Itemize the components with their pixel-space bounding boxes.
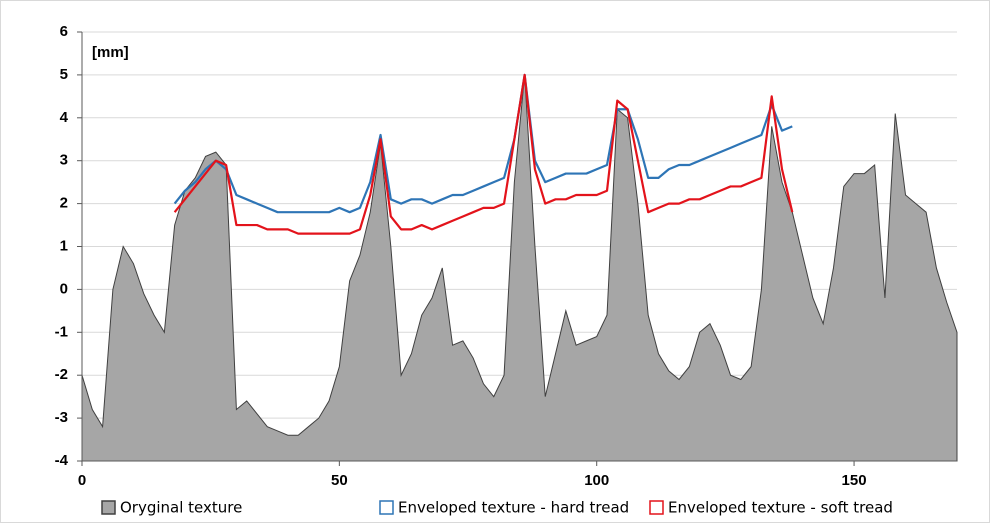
legend-swatch: [649, 500, 664, 515]
y-tick-label: 6: [60, 23, 68, 40]
y-tick-label: 3: [60, 152, 68, 169]
x-tick-label: 150: [842, 472, 867, 489]
y-tick-label: -4: [55, 452, 69, 469]
y-tick-label: -3: [55, 409, 68, 426]
legend-label: Enveloped texture - soft tread: [668, 499, 893, 517]
legend-label: Enveloped texture - hard tread: [398, 499, 629, 517]
unit-annotation: [mm]: [92, 44, 129, 61]
y-tick-label: 2: [60, 195, 68, 212]
x-tick-label: 50: [331, 472, 348, 489]
y-tick-label: 0: [60, 280, 68, 297]
x-tick-label: 100: [584, 472, 609, 489]
y-tick-label: -1: [55, 323, 68, 340]
legend-swatch: [101, 500, 116, 515]
legend-swatch: [379, 500, 394, 515]
y-tick-label: 1: [60, 237, 68, 254]
y-tick-label: -2: [55, 366, 68, 383]
x-tick-label: 0: [78, 472, 86, 489]
y-tick-label: 5: [60, 66, 68, 83]
envelope-line: [173, 73, 794, 235]
envelope-line: [173, 73, 793, 214]
legend-label: Oryginal texture: [120, 499, 242, 517]
y-tick-label: 4: [60, 109, 69, 126]
